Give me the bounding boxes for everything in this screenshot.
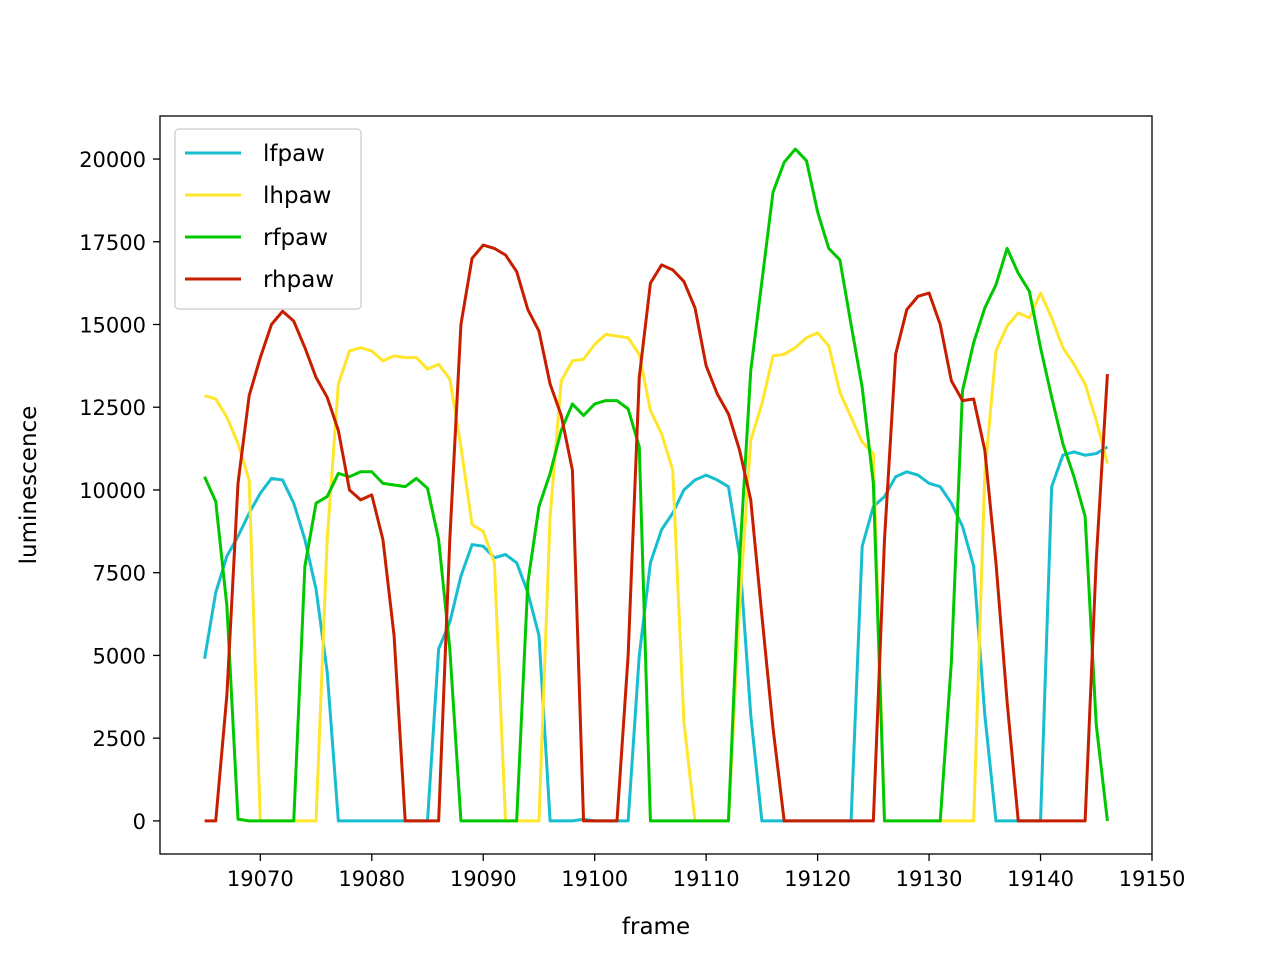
y-tick-label: 10000: [79, 479, 146, 503]
x-tick-label: 19110: [673, 867, 740, 891]
x-tick-label: 19080: [338, 867, 405, 891]
x-tick-label: 19120: [784, 867, 851, 891]
plot-frame: [159, 115, 1153, 855]
x-tick-label: 19130: [896, 867, 963, 891]
legend-label-lhpaw: lhpaw: [263, 183, 331, 209]
y-tick-label: 5000: [93, 644, 146, 668]
y-axis-label: luminescence: [16, 406, 42, 565]
x-axis: 19070 19080 19090 19100 19110 19120 19130 19140…: [227, 854, 1185, 891]
x-axis-label: frame: [622, 914, 690, 940]
y-tick-label: 0: [133, 810, 146, 834]
series-line-rfpaw: [203, 147, 1109, 823]
legend-box: [174, 128, 362, 310]
x-tick-label: 19090: [450, 867, 517, 891]
series-layer: [203, 147, 1109, 823]
series-line-lhpaw: [204, 291, 1109, 823]
legend-label-lfpaw: lfpaw: [263, 141, 325, 167]
y-tick-label: 7500: [93, 562, 146, 586]
x-tick-label: 19150: [1119, 867, 1186, 891]
y-axis: 0 2500 5000 7500 10000 12500 15000 17500 20000: [79, 148, 160, 834]
y-tick-label: 2500: [93, 727, 146, 751]
legend-label-rhpaw: rhpaw: [263, 267, 334, 293]
y-tick-label: 12500: [79, 396, 146, 420]
x-tick-label: 19100: [561, 867, 628, 891]
x-tick-label: 19140: [1007, 867, 1074, 891]
y-tick-label: 17500: [79, 231, 146, 255]
y-tick-label: 15000: [79, 313, 146, 337]
x-tick-label: 19070: [227, 867, 294, 891]
series-line-rhpaw: [204, 243, 1109, 823]
legend-label-rfpaw: rfpaw: [263, 225, 328, 251]
legend: lfpaw lhpaw rfpaw rhpaw: [174, 128, 362, 310]
y-tick-label: 20000: [79, 148, 146, 172]
